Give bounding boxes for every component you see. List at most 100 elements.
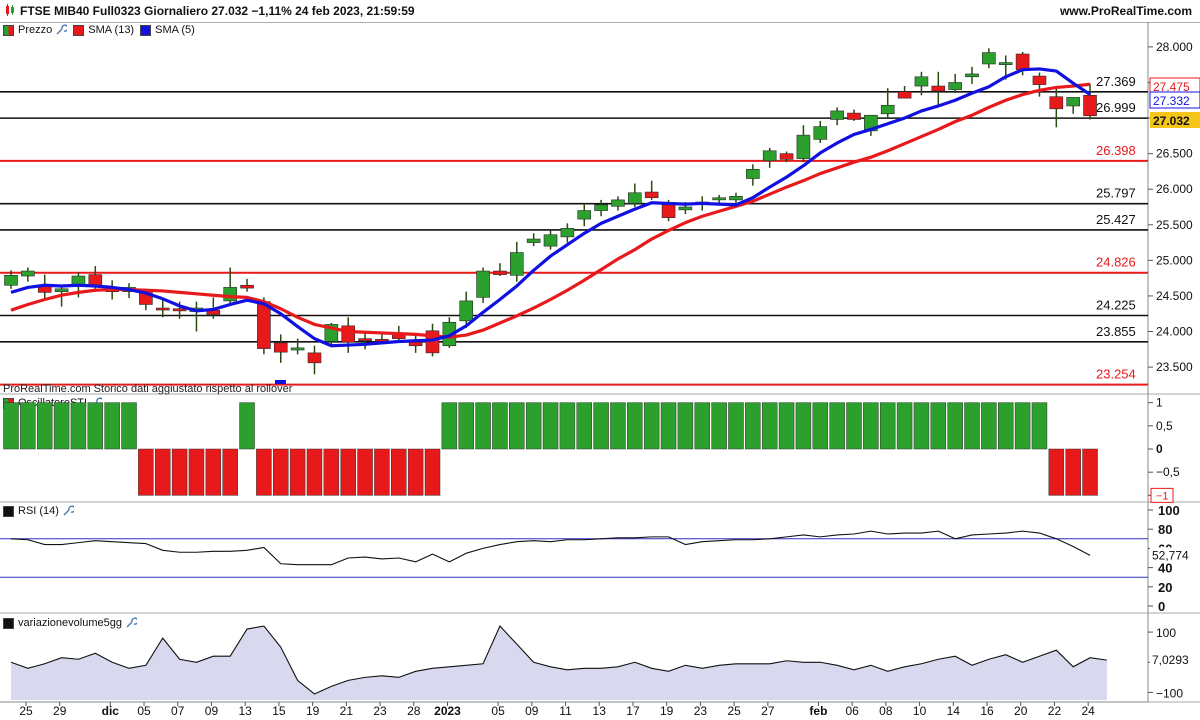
sti-bar xyxy=(87,402,104,450)
sti-bar xyxy=(188,448,205,496)
legend-rsi[interactable]: RSI (14) xyxy=(3,505,74,517)
x-tick-label: 22 xyxy=(1048,704,1062,718)
legend-price[interactable]: Prezzo xyxy=(3,24,68,36)
candle xyxy=(509,252,524,276)
x-tick-label: feb xyxy=(809,704,827,718)
sti-bar xyxy=(1031,402,1048,450)
sti-bar xyxy=(896,402,913,450)
y-tick-label: 26.500 xyxy=(1156,147,1193,161)
volume-marker-label: 7,0293 xyxy=(1152,653,1189,667)
level-label: 23.855 xyxy=(1096,324,1136,339)
sti-bar xyxy=(407,448,424,496)
legend-sti-label: OscillatoreSTI xyxy=(18,397,88,409)
price-marker-label: 27.332 xyxy=(1153,94,1190,108)
y-tick-label: −1 xyxy=(1156,488,1170,502)
volume-line xyxy=(10,625,1107,695)
candle xyxy=(493,270,507,275)
chart-icon[interactable] xyxy=(4,3,16,17)
legend-vol[interactable]: variazionevolume5gg xyxy=(3,617,137,629)
sti-bar xyxy=(964,402,980,450)
candle xyxy=(543,234,558,247)
price-marker-label: 27.032 xyxy=(1153,114,1190,128)
sti-bar xyxy=(340,448,356,496)
sti-bar xyxy=(829,402,845,450)
candle xyxy=(560,228,575,238)
y-tick-label: 40 xyxy=(1158,561,1172,576)
y-tick-label: 80 xyxy=(1158,522,1172,537)
candle xyxy=(611,199,625,207)
x-tick-label: 13 xyxy=(239,704,253,718)
price-marker xyxy=(1149,77,1200,95)
rsi-marker xyxy=(1150,547,1194,564)
candle xyxy=(358,338,372,341)
candle xyxy=(628,192,642,204)
wrench-icon[interactable] xyxy=(125,617,137,629)
candle xyxy=(240,284,254,289)
sti-bar xyxy=(694,402,711,450)
sti-bar xyxy=(20,402,36,450)
y-tick-label: 24.500 xyxy=(1156,289,1193,303)
sti-bar xyxy=(492,402,508,450)
candle xyxy=(54,288,69,292)
candle xyxy=(290,347,305,351)
candle xyxy=(830,110,844,120)
sti-bar xyxy=(306,448,323,496)
sti-bar xyxy=(593,402,609,450)
site-link[interactable]: www.ProRealTime.com xyxy=(1059,4,1192,18)
sti-bar xyxy=(239,402,255,450)
sti-bar xyxy=(930,402,947,450)
candle xyxy=(155,307,170,311)
y-tick-label: 100 xyxy=(1158,503,1180,518)
level-label: 27.369 xyxy=(1096,74,1136,89)
candle xyxy=(476,270,490,298)
price-legend: Prezzo SMA (13) SMA (5) xyxy=(3,24,201,36)
y-tick-label: 27.500 xyxy=(1156,75,1193,89)
candle xyxy=(931,85,946,92)
sti-bar xyxy=(643,402,660,450)
sti-bar xyxy=(879,402,896,450)
sti-bar xyxy=(424,448,441,496)
rsi-marker-label: 52,774 xyxy=(1152,548,1189,562)
y-tick-label: 60 xyxy=(1158,541,1172,556)
wrench-icon[interactable] xyxy=(55,24,68,36)
wrench-icon[interactable] xyxy=(90,397,103,409)
sti-bar xyxy=(205,448,222,496)
y-tick-label: 20 xyxy=(1158,580,1172,595)
level-label: 24.225 xyxy=(1096,298,1136,313)
sti-bar xyxy=(627,402,643,450)
sti-bar xyxy=(458,402,474,450)
sti-bar xyxy=(222,448,238,496)
sti-bar xyxy=(981,402,997,450)
x-tick-label: 10 xyxy=(913,704,927,718)
wrench-icon[interactable] xyxy=(62,505,74,517)
sti-bar xyxy=(728,402,744,450)
candle xyxy=(172,308,187,312)
legend-sti[interactable]: OscillatoreSTI xyxy=(3,397,103,409)
legend-price-label: Prezzo xyxy=(18,24,53,36)
legend-sma13[interactable]: SMA (13) xyxy=(73,24,134,36)
rollover-marker xyxy=(275,380,286,384)
x-tick-label: 11 xyxy=(559,704,572,718)
candle xyxy=(122,287,136,292)
candle xyxy=(88,274,103,286)
sti-bar xyxy=(289,448,306,496)
candle xyxy=(1083,94,1097,117)
x-tick-label: 09 xyxy=(205,704,219,718)
y-tick-label: 23.500 xyxy=(1156,360,1193,374)
sti-bar xyxy=(154,448,171,496)
y-tick-label: 28.000 xyxy=(1156,40,1193,54)
y-tick-label: 26.000 xyxy=(1156,182,1193,196)
y-tick-label: 0 xyxy=(1156,442,1163,456)
y-tick-label: −0,5 xyxy=(1156,465,1180,479)
candle xyxy=(139,291,153,305)
candle xyxy=(864,114,878,132)
candle xyxy=(442,321,457,347)
sti-bar xyxy=(576,402,592,450)
sti-bar xyxy=(711,402,727,450)
x-tick-label: 14 xyxy=(947,704,961,718)
level-label: 24.826 xyxy=(1096,255,1136,270)
y-tick-label: 24.000 xyxy=(1156,325,1193,339)
legend-sma5[interactable]: SMA (5) xyxy=(140,24,195,36)
rsi-line xyxy=(10,530,1091,566)
